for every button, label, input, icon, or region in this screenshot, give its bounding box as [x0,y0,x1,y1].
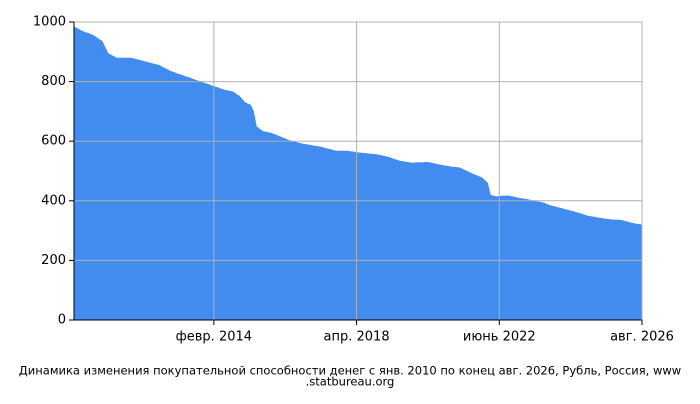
x-tick-label: апр. 2018 [324,330,390,345]
x-tick-label: февр. 2014 [176,330,252,345]
y-tick-label: 200 [41,253,66,268]
area [74,26,642,320]
chart-title: .statbureau.org [306,375,395,389]
chart-title: Динамика изменения покупательной способн… [19,364,681,378]
y-tick-label: 800 [41,74,66,89]
y-tick-label: 600 [41,134,66,149]
y-tick-label: 0 [58,313,66,328]
y-tick-label: 400 [41,193,66,208]
x-tick-label: июнь 2022 [463,330,536,345]
y-tick-label: 1000 [33,15,66,30]
x-tick-label: авг. 2026 [610,330,674,345]
